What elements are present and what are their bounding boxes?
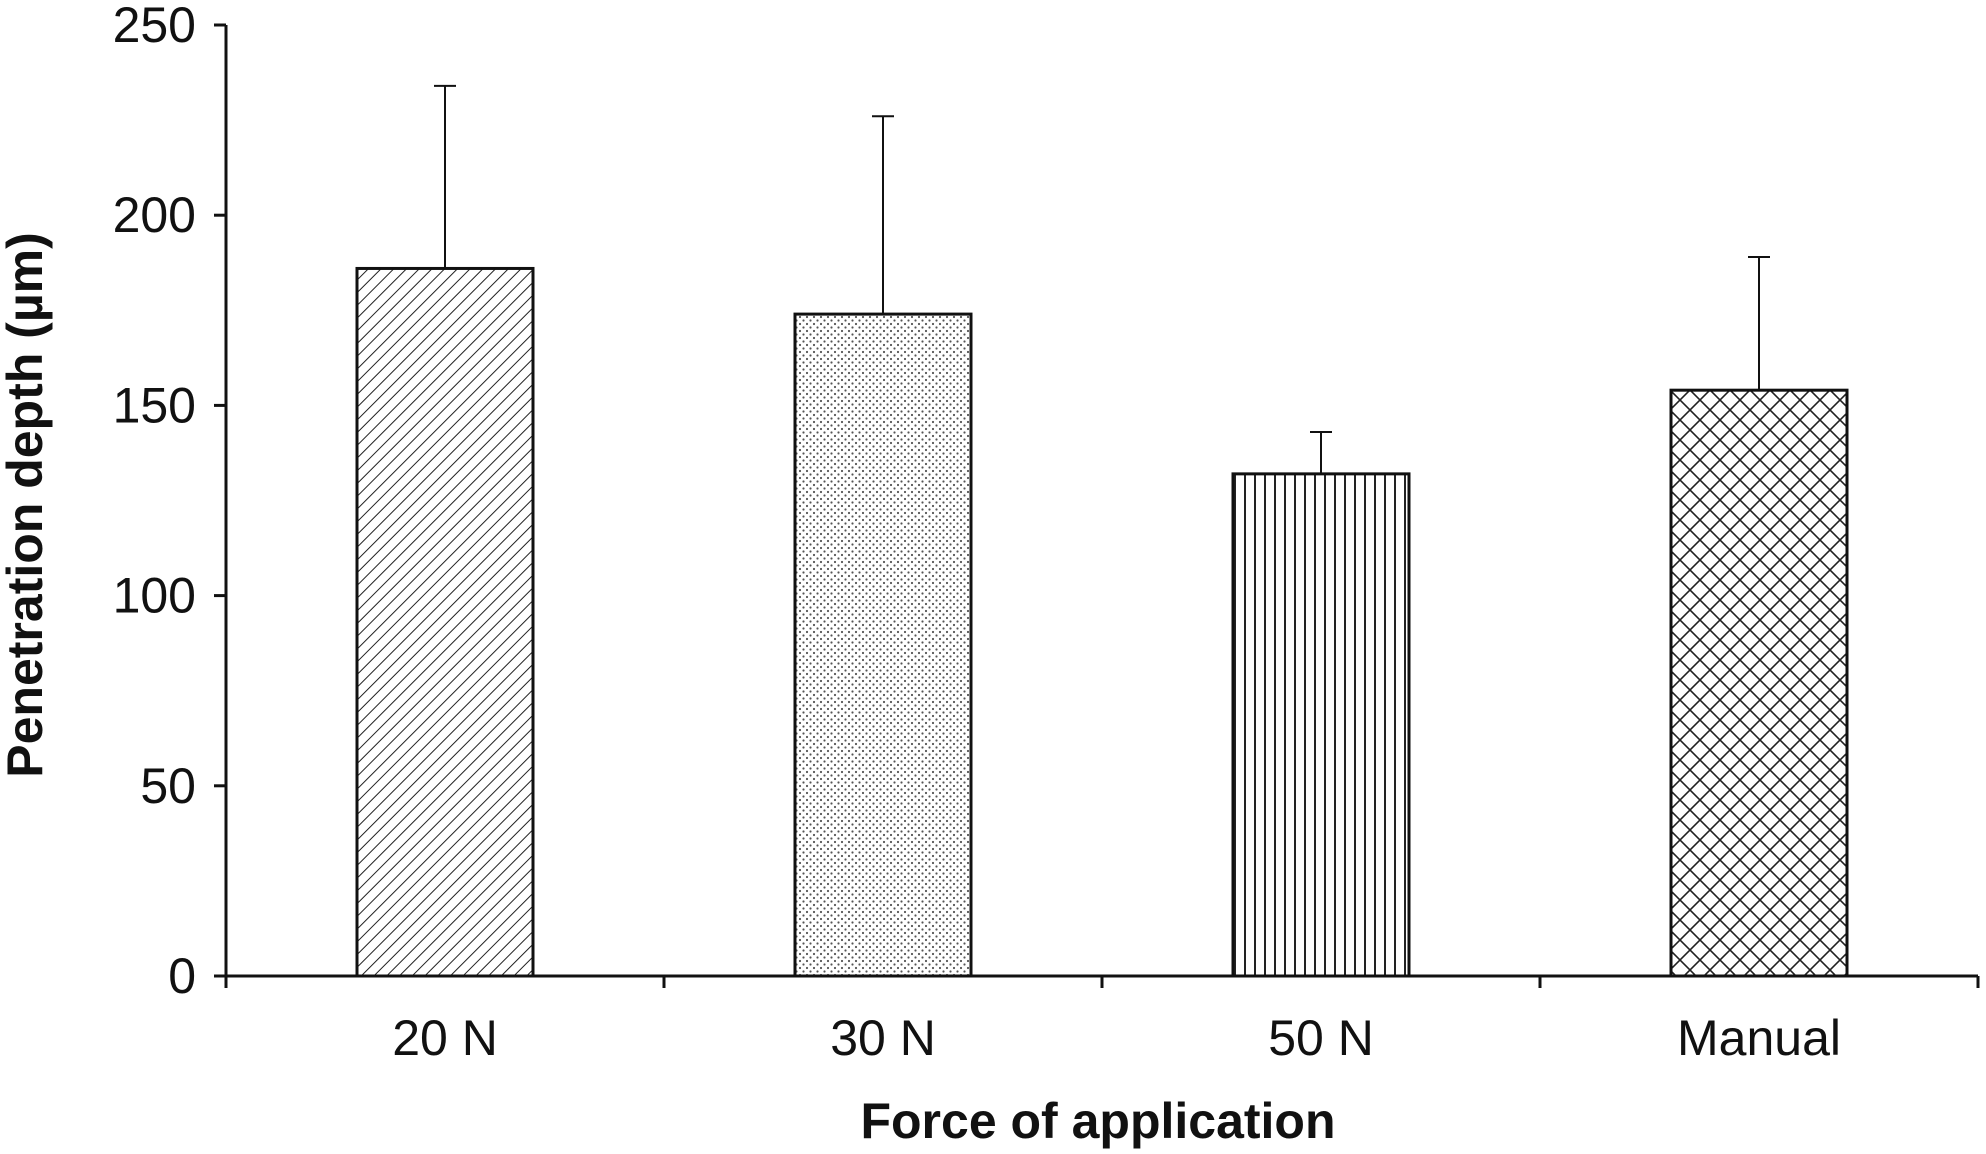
bar-3	[1231, 472, 1411, 978]
y-tick-label: 0	[168, 948, 196, 1004]
x-tick-label: 50 N	[1268, 1010, 1374, 1066]
y-tick-label: 250	[113, 0, 196, 53]
bar-2	[793, 312, 973, 978]
bar-1	[355, 266, 535, 978]
y-tick-label: 200	[113, 187, 196, 243]
error-bar-3	[1310, 431, 1332, 474]
error-bars-layer	[434, 84, 1770, 474]
error-bar-1	[434, 84, 456, 269]
y-axis-title: Penetration depth (µm)	[0, 232, 53, 777]
x-tick-label: 30 N	[830, 1010, 936, 1066]
axes-layer	[214, 23, 1980, 988]
labels-layer: 20 N 30 N 50 N Manual 0 50 100 150 200 250	[113, 0, 1841, 1066]
x-tick-label: Manual	[1677, 1010, 1841, 1066]
x-axis-title: Force of application	[860, 1093, 1335, 1149]
error-bar-2	[872, 115, 894, 315]
bar-4	[1669, 388, 1849, 978]
y-tick-label: 100	[113, 568, 196, 624]
x-tick-label: 20 N	[392, 1010, 498, 1066]
error-bar-4	[1748, 256, 1770, 391]
y-tick-label: 150	[113, 377, 196, 433]
y-tick-label: 50	[140, 758, 196, 814]
bars-layer	[355, 266, 1849, 978]
